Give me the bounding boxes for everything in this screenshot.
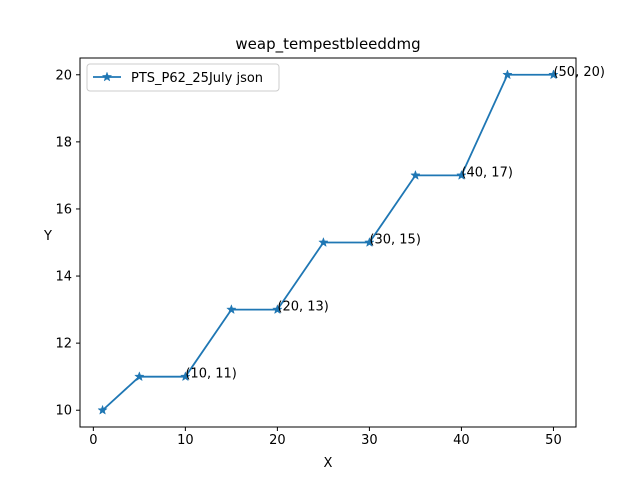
legend: PTS_P62_25July json [86,63,280,92]
y-tick-label: 16 [55,202,72,217]
data-point-marker [456,169,467,180]
y-tick-label: 20 [55,68,72,83]
data-point-marker [410,169,421,180]
y-tick-label: 18 [55,135,72,150]
y-tick-label: 10 [55,404,72,419]
data-point-marker [180,371,191,382]
point-annotation: (30, 15) [369,233,421,248]
x-tick-label: 0 [89,433,97,448]
y-axis-label: Y [43,229,52,244]
x-axis-ticks: 0 10 20 30 40 50 [89,427,562,448]
series-line [101,73,554,411]
data-point-marker [226,304,237,315]
point-annotation: (10, 11) [185,367,237,382]
x-tick-label: 30 [361,433,378,448]
y-tick-label: 12 [55,337,72,352]
plot-area-frame [79,57,577,428]
x-tick-label: 20 [269,433,286,448]
data-point-marker [272,304,283,315]
chart-title: weap_tempestbleeddmg [235,35,420,54]
annotation-layer: (10, 11) (20, 13) (30, 15) (40, 17) (50, 20) [185,65,605,382]
x-tick-label: 10 [177,433,194,448]
legend-entry-label: PTS_P62_25July json [131,71,263,86]
series-layer [97,69,559,415]
y-tick-label: 14 [55,270,72,285]
data-point-marker [134,371,145,382]
x-axis-label: X [324,456,333,471]
data-point-marker [318,236,329,247]
data-point-marker [502,69,513,80]
point-annotation: (50, 20) [553,65,605,80]
x-tick-label: 50 [545,433,562,448]
legend-star-marker [101,71,113,82]
x-tick-label: 40 [453,433,470,448]
data-point-marker [97,404,108,415]
legend-box [86,63,280,92]
point-annotation: (20, 13) [277,300,329,315]
data-point-marker [548,69,559,80]
y-axis-ticks: 10 12 14 16 18 20 [55,68,80,419]
point-annotation: (40, 17) [461,165,512,180]
data-point-marker [364,236,375,247]
